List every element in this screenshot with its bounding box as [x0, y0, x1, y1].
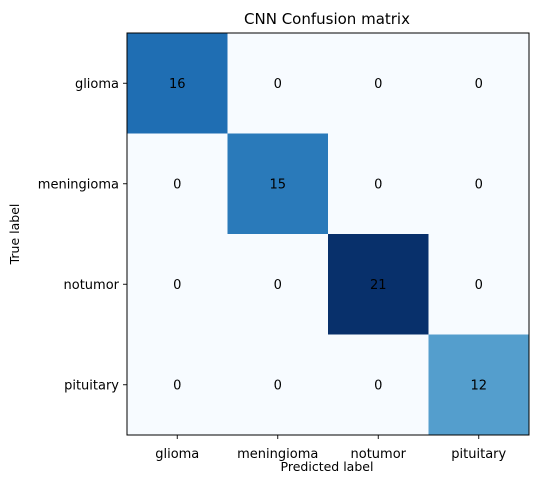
cell-value-label: 0: [475, 177, 483, 192]
cell-value-label: 0: [173, 278, 181, 293]
heatmap-cell: [127, 234, 228, 335]
y-axis-ticks: glioma meningioma notumor pituitary: [38, 77, 127, 393]
heatmap-cell: [227, 334, 329, 436]
cell-value-label: 0: [374, 177, 382, 192]
cell-value-label: 0: [374, 77, 382, 92]
y-axis-label: True label: [7, 204, 22, 266]
cell-value-label: 0: [475, 278, 483, 293]
heatmap-cell: [127, 33, 228, 134]
heatmap-cell: [428, 234, 530, 335]
cell-value-label: 0: [274, 77, 282, 92]
heatmap-cells: [127, 33, 530, 436]
cell-value-labels: 16 0 0 0 0 15 0 0 0 0 21 0 0 0 0 12: [169, 77, 487, 394]
y-tick-label: glioma: [75, 77, 119, 92]
y-tick-label: pituitary: [64, 378, 119, 393]
y-tick-label: notumor: [64, 278, 120, 293]
x-axis-label: Predicted label: [281, 459, 374, 474]
chart-title: CNN Confusion matrix: [244, 10, 410, 28]
x-tick-label: meningioma: [237, 447, 318, 462]
cell-value-label: 12: [470, 378, 487, 393]
cell-value-label: 0: [173, 378, 181, 393]
x-tick-label: glioma: [155, 447, 199, 462]
cell-value-label: 15: [269, 177, 286, 192]
axes-frame: [126, 32, 530, 436]
heatmap-cell: [127, 334, 228, 436]
heatmap-cell: [428, 334, 530, 436]
heatmap-cell: [328, 33, 429, 134]
heatmap-cell: [428, 133, 530, 235]
heatmap-cell: [227, 234, 329, 335]
heatmap-cell: [328, 234, 429, 335]
cell-value-label: 16: [169, 77, 186, 92]
cell-value-label: 0: [475, 77, 483, 92]
x-tick-label: notumor: [351, 447, 407, 462]
heatmap-cell: [227, 133, 329, 235]
y-tick-label: meningioma: [38, 177, 119, 192]
cell-value-label: 0: [274, 278, 282, 293]
heatmap-cell: [428, 33, 530, 134]
cell-value-label: 0: [374, 378, 382, 393]
heatmap-cell: [227, 33, 329, 134]
heatmap-cell: [328, 334, 429, 436]
cell-value-label: 0: [274, 378, 282, 393]
x-axis-ticks: glioma meningioma notumor pituitary: [155, 435, 507, 462]
cell-value-label: 21: [370, 278, 387, 293]
cell-value-label: 0: [173, 177, 181, 192]
heatmap-cell: [127, 133, 228, 235]
x-tick-label: pituitary: [451, 447, 506, 462]
heatmap-cell: [328, 133, 429, 235]
